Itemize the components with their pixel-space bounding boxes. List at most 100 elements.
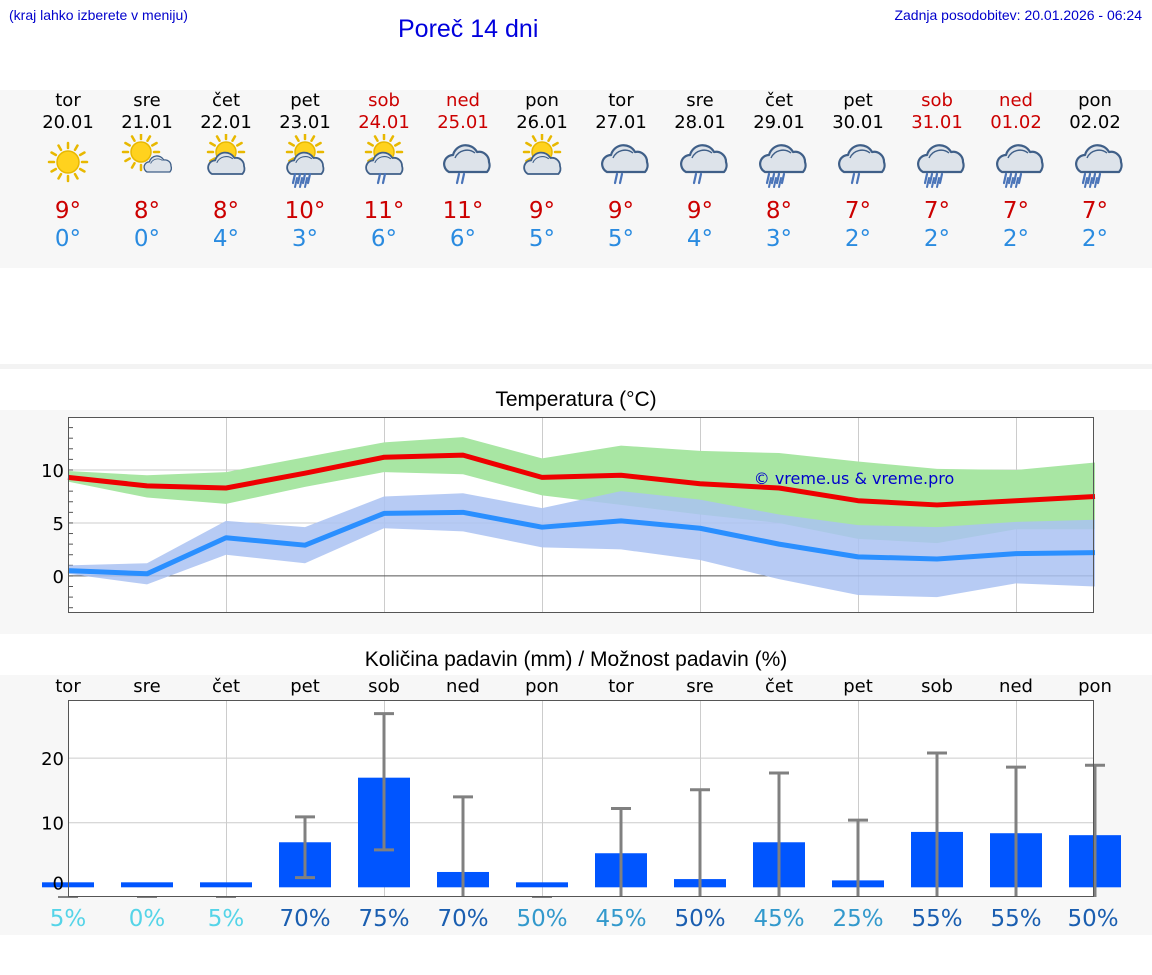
max-temperature: 7°: [923, 198, 951, 224]
cloud-heavy-rain-icon: [758, 144, 807, 188]
error-bar: [295, 815, 315, 880]
min-temperature: 4°: [212, 226, 240, 252]
max-temperature: 9°: [607, 198, 635, 224]
precipitation-chance-label: 45%: [753, 906, 804, 932]
y-tick-label: 0: [53, 873, 64, 894]
max-temperature: 9°: [54, 198, 82, 224]
error-bar: [848, 818, 868, 897]
x-category-label: čet: [765, 676, 793, 697]
day-name: sob: [368, 90, 400, 111]
max-range-band: [68, 437, 1095, 544]
max-temperature: 10°: [284, 198, 326, 224]
x-category-label: pet: [843, 676, 873, 697]
precipitation-chance-label: 0%: [129, 906, 166, 932]
cloud-rain-icon: [442, 144, 491, 185]
max-temperature: 11°: [442, 198, 484, 224]
max-temperature: 8°: [765, 198, 793, 224]
max-temperature: 7°: [1081, 198, 1109, 224]
y-tick-label: 5: [53, 514, 64, 535]
x-category-label: sob: [368, 676, 400, 697]
max-temperature: 8°: [133, 198, 161, 224]
day-date: 22.01: [200, 112, 252, 133]
day-name: čet: [211, 90, 241, 111]
day-name: tor: [608, 90, 634, 111]
x-category-label: sre: [686, 676, 713, 697]
min-temperature: 5°: [607, 226, 635, 252]
day-date: 29.01: [753, 112, 805, 133]
sun-behind-cloud-icon: [206, 134, 245, 175]
forecast-strip: tor 20.01 9° 0° sre 21.01 8° 0° čet 22.01 8° 4° pet 2…: [0, 90, 1152, 268]
min-temperature: 2°: [1002, 226, 1030, 252]
day-date: 23.01: [279, 112, 331, 133]
day-date: 20.01: [42, 112, 94, 133]
precipitation-bar: [516, 882, 568, 888]
precipitation-chance-label: 25%: [832, 906, 883, 932]
min-temperature: 0°: [54, 226, 82, 252]
section-divider: [0, 364, 1152, 369]
day-name: sre: [686, 90, 714, 111]
min-temperature: 3°: [765, 226, 793, 252]
day-name: pet: [290, 90, 320, 111]
sun-cloud-heavy-rain-icon: [285, 134, 324, 188]
x-category-label: ned: [446, 676, 480, 697]
sun-cloud-rain-icon: [364, 134, 403, 185]
precipitation-chance-label: 5%: [50, 906, 87, 932]
x-category-label: sob: [921, 676, 953, 697]
precipitation-chance-label: 50%: [674, 906, 725, 932]
day-date: 31.01: [911, 112, 963, 133]
y-tick-label: 10: [41, 814, 64, 835]
max-temperature: 7°: [844, 198, 872, 224]
day-date: 27.01: [595, 112, 647, 133]
error-bar: [927, 751, 947, 897]
cloud-rain-icon: [837, 144, 886, 185]
precipitation-chance-label: 55%: [990, 906, 1041, 932]
x-category-label: sre: [133, 676, 160, 697]
min-temperature: 2°: [923, 226, 951, 252]
max-temperature: 9°: [686, 198, 714, 224]
day-date: 25.01: [437, 112, 489, 133]
day-date: 24.01: [358, 112, 410, 133]
precipitation-chance-label: 70%: [279, 906, 330, 932]
min-temperature: 4°: [686, 226, 714, 252]
day-name: ned: [999, 90, 1033, 111]
temperature-chart-title: Temperatura (°C): [495, 388, 657, 411]
precipitation-chance-label: 55%: [911, 906, 962, 932]
precipitation-chart-title: Količina padavin (mm) / Možnost padavin …: [364, 648, 788, 671]
x-category-label: tor: [608, 676, 634, 697]
y-tick-label: 0: [53, 567, 64, 588]
max-temperature: 7°: [1002, 198, 1030, 224]
error-bar: [453, 795, 473, 897]
day-name: sre: [133, 90, 161, 111]
day-name: ned: [446, 90, 480, 111]
x-category-label: ned: [999, 676, 1033, 697]
error-bar: [374, 712, 394, 852]
day-name: čet: [764, 90, 794, 111]
day-name: sob: [921, 90, 953, 111]
precipitation-bar: [200, 882, 252, 888]
min-temperature: 3°: [291, 226, 319, 252]
day-name: tor: [55, 90, 81, 111]
precipitation-plot-frame: [68, 700, 1094, 897]
cloud-heavy-rain-icon: [1074, 144, 1123, 188]
temperature-plot-frame: [68, 417, 1094, 613]
min-temperature: 2°: [1081, 226, 1109, 252]
y-tick-label: 20: [41, 749, 64, 770]
sun-small-cloud-icon: [121, 134, 172, 173]
precipitation-chance-label: 45%: [595, 906, 646, 932]
day-date: 01.02: [990, 112, 1042, 133]
min-temperature: 5°: [528, 226, 556, 252]
max-temperature: 8°: [212, 198, 240, 224]
precipitation-chance-label: 75%: [358, 906, 409, 932]
y-tick-label: 10: [41, 461, 64, 482]
day-date: 28.01: [674, 112, 726, 133]
precipitation-chance-label: 5%: [208, 906, 245, 932]
precipitation-chance-label: 50%: [516, 906, 567, 932]
min-temperature: 6°: [449, 226, 477, 252]
error-bar: [1006, 765, 1026, 897]
cloud-heavy-rain-icon: [995, 144, 1044, 188]
last-update: Zadnja posodobitev: 20.01.2026 - 06:24: [894, 7, 1142, 23]
error-bar: [769, 771, 789, 897]
day-name: pet: [843, 90, 873, 111]
